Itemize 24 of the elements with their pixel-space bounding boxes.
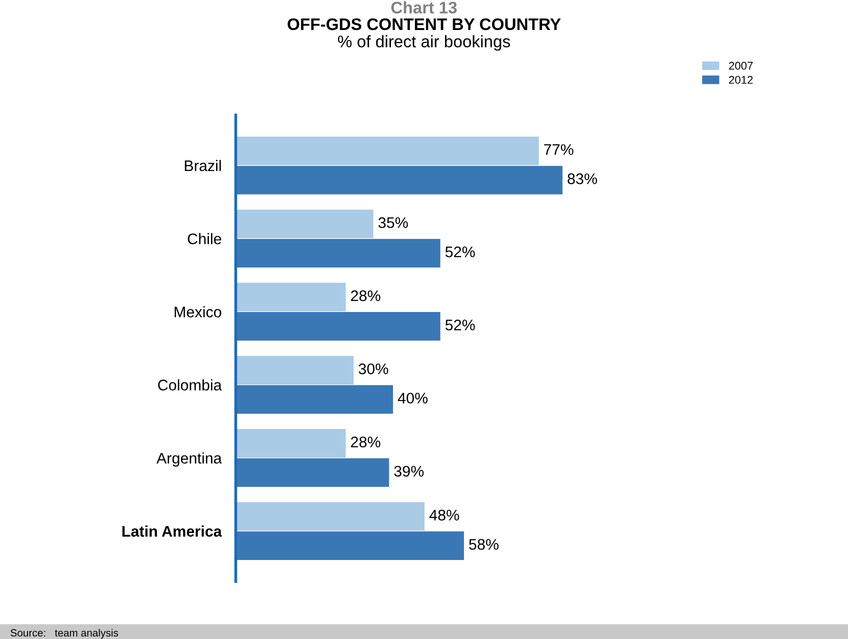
y-tick-label: Brazil <box>184 160 221 172</box>
data-label: 28% <box>351 436 380 448</box>
y-tick-label: Chile <box>188 233 222 244</box>
chart-subtitle: % of direct air bookings <box>338 35 510 51</box>
chart-title: OFF-GDS CONTENT BY COUNTRY <box>288 18 561 30</box>
data-label: 52% <box>445 246 475 258</box>
data-label: 52% <box>445 320 475 330</box>
y-tick-label: Latin America <box>122 526 222 537</box>
y-tick-label: Colombia <box>158 379 222 390</box>
data-label: 30% <box>358 363 388 374</box>
legend-label: 2012 <box>729 76 753 84</box>
data-label: 40% <box>398 392 428 404</box>
y-tick-label: Mexico <box>174 306 222 318</box>
data-label: 48% <box>429 510 460 521</box>
source-note: Source: team analysis <box>10 628 118 639</box>
data-label: 35% <box>378 217 408 228</box>
y-tick-label: Argentina <box>156 452 222 467</box>
data-label: 77% <box>544 144 574 155</box>
data-label: 28% <box>351 290 380 302</box>
caption: Chart 13 <box>391 1 457 14</box>
legend-label: 2007 <box>729 62 753 70</box>
data-label: 58% <box>469 538 499 550</box>
data-label: 39% <box>394 466 424 477</box>
data-label: 83% <box>568 173 598 184</box>
